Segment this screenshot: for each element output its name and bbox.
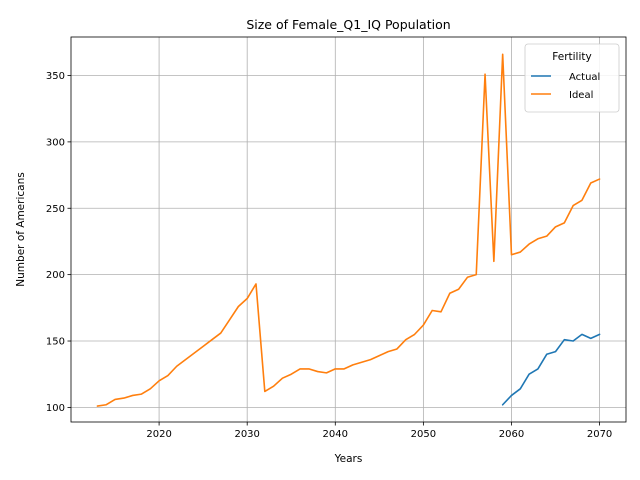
y-axis: 100 150 200 250 300 350 — [46, 71, 71, 414]
y-tick-label: 150 — [46, 337, 65, 348]
legend-box — [524, 43, 620, 113]
legend-title: Fertility — [552, 51, 591, 63]
x-tick-label: 2050 — [411, 429, 436, 440]
x-tick-label: 2040 — [323, 429, 348, 440]
x-tick-label: 2060 — [499, 429, 524, 440]
grid-lines — [71, 37, 626, 422]
y-tick-label: 200 — [46, 270, 65, 281]
x-axis-label: Years — [334, 453, 363, 465]
x-axis: 2020 2030 2040 2050 2060 2070 — [146, 422, 612, 440]
x-tick-label: 2030 — [234, 429, 259, 440]
y-tick-label: 250 — [46, 204, 65, 215]
series-layer — [96, 53, 601, 407]
plot-area-frame — [70, 36, 627, 423]
legend-label-actual: Actual — [569, 72, 600, 83]
y-axis-label: Number of Americans — [15, 172, 27, 286]
y-tick-label: 100 — [46, 403, 65, 414]
x-tick-label: 2020 — [146, 429, 171, 440]
x-tick-label: 2070 — [587, 429, 612, 440]
chart-title: Size of Female_Q1_IQ Population — [246, 17, 450, 32]
legend: Fertility Actual Ideal — [524, 43, 620, 113]
series-line-ideal — [96, 53, 601, 407]
y-tick-label: 300 — [46, 137, 65, 148]
y-tick-label: 350 — [46, 71, 65, 82]
series-line-actual — [501, 333, 601, 406]
legend-label-ideal: Ideal — [569, 90, 593, 101]
